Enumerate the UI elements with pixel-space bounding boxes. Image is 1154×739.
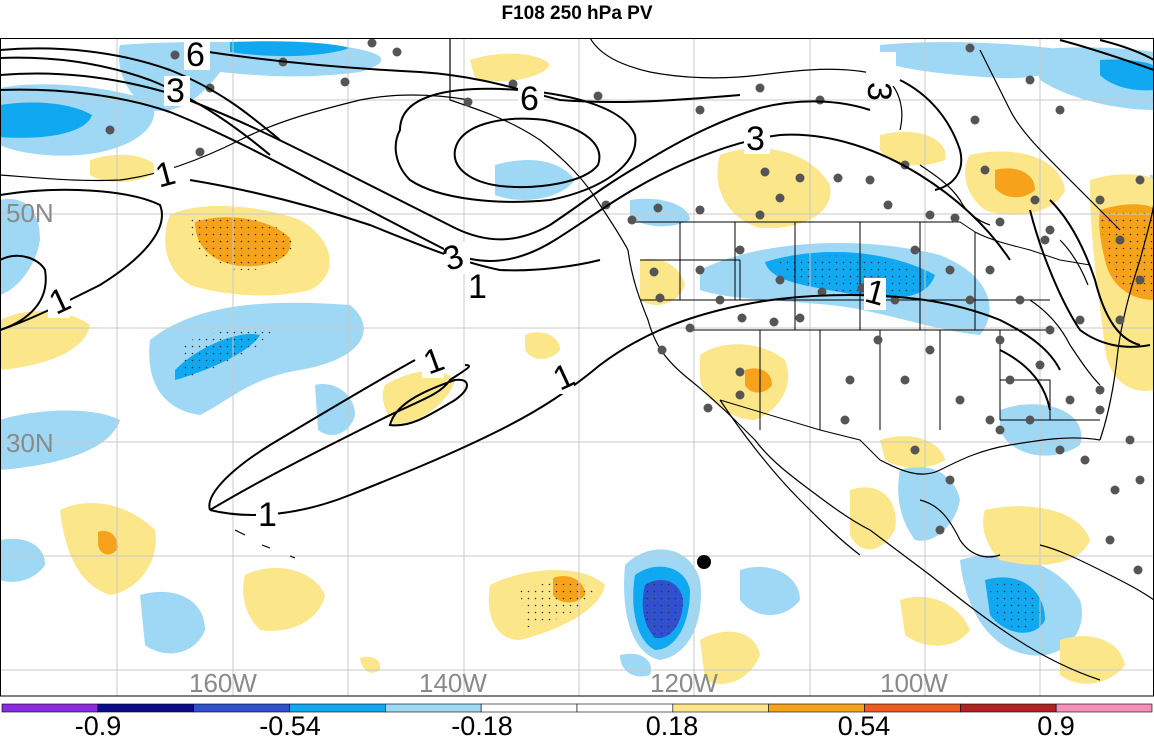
colorbar-swatch (1055, 703, 1153, 713)
colorbar-label: -0.18 (451, 711, 513, 739)
political-borders (449, 38, 1100, 461)
lon-label-160w: 160W (189, 668, 257, 698)
contour-label: 3 (746, 120, 765, 158)
lon-label-100w: 100W (880, 668, 948, 698)
coastlines (0, 38, 1154, 681)
contour-label: 1 (468, 268, 487, 306)
highlighted-station-marker (697, 555, 711, 569)
colorbar (1, 703, 1153, 713)
colorbar-label: -0.9 (75, 711, 122, 739)
stippling (180, 208, 1154, 639)
lon-label-140w: 140W (419, 668, 487, 698)
colorbar-label: -0.54 (259, 711, 321, 739)
contour-label: 3 (166, 72, 185, 110)
lon-label-120w: 120W (650, 668, 718, 698)
contour-label: 6 (186, 36, 205, 74)
colorbar-label: 0.54 (838, 711, 891, 739)
grid-labels: 50N 30N 160W 140W 120W 100W (6, 198, 948, 698)
contour-label: 1 (258, 496, 277, 534)
contour-label: 6 (520, 80, 539, 118)
colorbar-labels: -0.9 -0.54 -0.18 0.18 0.54 0.9 (75, 711, 1075, 739)
contour-label: 3 (860, 82, 898, 101)
colorbar-label: 0.18 (646, 711, 699, 739)
contour-labels: 6 3 6 3 3 1 3 1 1 1 1 1 1 (43, 36, 898, 534)
lat-label-50n: 50N (6, 198, 54, 228)
colorbar-label: 0.9 (1037, 711, 1075, 739)
map-title: F108 250 hPa PV (501, 3, 653, 24)
pv-contours (0, 39, 1154, 516)
station-markers (105, 38, 1145, 575)
lat-label-30n: 30N (6, 428, 54, 458)
